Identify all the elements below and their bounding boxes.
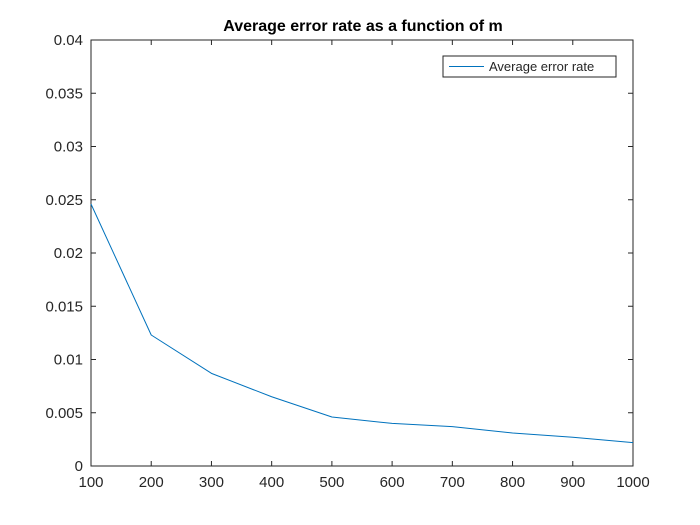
chart-title: Average error rate as a function of m: [223, 18, 503, 35]
y-tick-label: 0.03: [54, 139, 83, 156]
x-tick-label: 100: [78, 474, 103, 491]
y-tick-label: 0.01: [54, 352, 83, 369]
x-tick-label: 400: [259, 474, 284, 491]
series-lines: [90, 203, 634, 444]
legend-box: [442, 55, 617, 78]
y-tick-label: 0.02: [54, 245, 83, 262]
x-tick-label: 300: [199, 474, 224, 491]
y-tick-label: 0.015: [45, 298, 83, 315]
y-tick-label: 0.005: [45, 405, 83, 422]
x-tick-label: 200: [139, 474, 164, 491]
ticks: 100 200 300 400 500 600 700 800 900 1000 0 0.005 0.0…: [45, 32, 649, 491]
y-tick-label: 0: [75, 458, 83, 475]
y-tick-label: 0.025: [45, 192, 83, 209]
legend: Average error rate: [442, 55, 617, 78]
y-tick-label: 0.04: [54, 32, 83, 49]
series-line: [90, 203, 634, 444]
legend-label: Average error rate: [489, 59, 594, 74]
x-tick-label: 700: [440, 474, 465, 491]
plot-area: [91, 40, 633, 466]
x-tick-label: 1000: [616, 474, 649, 491]
x-tick-label: 500: [319, 474, 344, 491]
y-tick-label: 0.035: [45, 85, 83, 102]
x-tick-label: 800: [500, 474, 525, 491]
x-tick-label: 600: [380, 474, 405, 491]
x-tick-label: 900: [560, 474, 585, 491]
